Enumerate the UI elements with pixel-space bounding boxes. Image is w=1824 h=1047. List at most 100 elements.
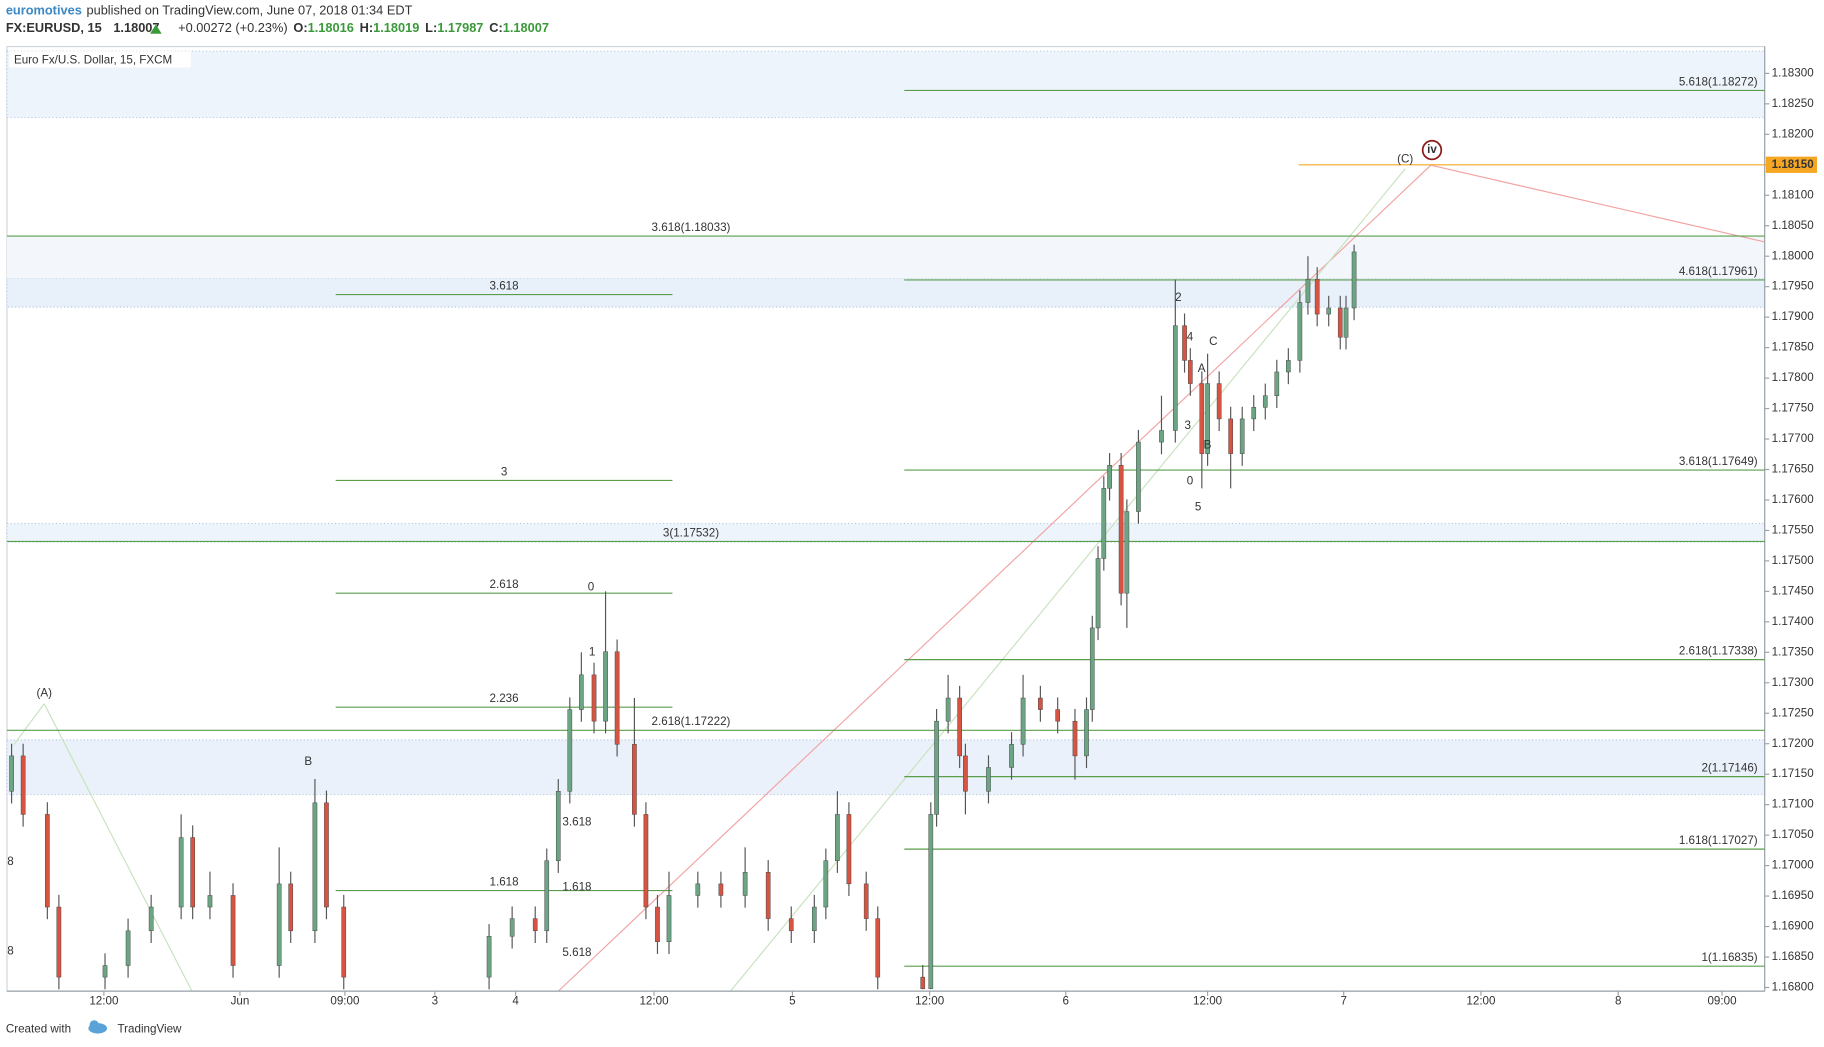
fib-level-label: 1.618 [490,876,519,889]
wave-label: 5.618 [562,946,591,959]
tradingview-logo[interactable]: TradingView [88,1020,182,1036]
candle-body [811,906,817,932]
candle-body [1286,360,1291,373]
quote-line: FX:EURUSD, 15 1.18007 +0.00272 (+0.23%) O:1… [6,20,549,35]
candle-body [718,883,724,896]
wave-label: 3.618 [562,816,591,829]
high-value: 1.18019 [373,20,419,35]
wave-label: 8 [7,855,13,868]
candle-body [1009,744,1014,768]
candle-body [666,895,672,943]
candle-body [1239,418,1245,454]
candle-body [1172,325,1178,431]
y-tick-label: 1.17350 [1772,645,1815,658]
x-tick-label: Jun [231,995,250,1008]
y-tick-label: 1.18000 [1772,249,1815,262]
x-tick-label: 09:00 [1707,995,1737,1008]
candle-body [1343,307,1349,338]
candle-body [1199,383,1205,454]
footer-brand[interactable]: TradingView [117,1023,182,1036]
price-tag [1765,156,1818,173]
candle-body [1216,383,1222,420]
candle-body [1314,279,1320,315]
wave-label: iv [1427,143,1437,156]
header-line: euromotives published on TradingView.com,… [6,3,413,18]
y-tick-label: 1.17800 [1772,371,1815,384]
price-tag-label: 1.18150 [1772,158,1814,171]
candle-body [846,814,852,885]
zone [6,236,1765,279]
candle-body [555,791,561,861]
candle-body [1305,279,1311,303]
candle-body [695,883,701,896]
x-tick-label: 12:00 [1466,995,1496,1008]
candle-body [1351,251,1357,309]
candle-body [288,883,294,932]
y-tick-label: 1.17950 [1772,280,1815,293]
published: published on TradingView.com, June 07, 2… [86,3,412,18]
y-tick-label: 1.17150 [1772,767,1815,780]
zone [6,277,1766,308]
y-tick-label: 1.18050 [1772,219,1815,232]
candle-body [1055,709,1061,722]
candle-body [125,930,131,966]
trend-line [43,703,193,992]
candle-body [532,918,538,932]
fib-level-label: 5.618(1.18272) [1679,75,1758,88]
wave-label: B [304,755,312,768]
trend-line [730,168,1406,992]
trend-lines [13,164,1765,992]
candle-body [1084,709,1089,757]
y-tick-label: 1.17300 [1772,676,1815,689]
candle-body [230,895,236,966]
candle-body [341,906,347,978]
candle-body [45,814,50,908]
candle-body [1182,325,1187,361]
candle-body [1251,407,1257,420]
candle-body [20,755,26,815]
candle-body [1038,697,1043,710]
legend-box [9,51,191,68]
fib-level-label: 2.618(1.17338) [1679,645,1758,658]
candle-body [643,814,649,908]
trend-line [557,164,1432,992]
candle-body [591,674,597,722]
candle-body [920,976,926,989]
low-value: 1.17987 [437,20,483,35]
high-label: H: [360,20,374,35]
y-tick-label: 1.18250 [1772,97,1815,110]
wave-label: B [1204,439,1212,452]
fib-level-label: 3.618(1.17649) [1679,455,1758,468]
up-arrow [150,24,162,34]
candle-body [579,674,584,710]
author[interactable]: euromotives [6,3,82,18]
candle-body [957,697,962,757]
x-tick-label: 8 [1615,995,1621,1008]
x-tick-label: 12:00 [639,995,669,1008]
y-tick-label: 1.17500 [1772,554,1815,567]
wave-circle [1421,139,1443,161]
candle-body [9,755,14,792]
x-tick-label: 12:00 [1193,995,1223,1008]
x-tick-label: 6 [1063,995,1069,1008]
logo-cloud [89,1020,99,1030]
fib-level-label: 3(1.17532) [663,526,719,539]
y-tick-label: 1.17600 [1772,493,1815,506]
candle-body [1107,464,1112,489]
candle-body [207,895,213,908]
y-tick-label: 1.17200 [1772,737,1815,750]
candle-body [102,965,108,978]
trend-line [13,703,45,745]
y-tick-label: 1.17050 [1772,828,1815,841]
candle-body [945,697,951,722]
fib-level-label: 1(1.16835) [1701,951,1757,964]
close-label: C: [489,20,503,35]
candle-body [788,918,794,932]
candle-body [544,860,550,932]
y-tick-label: 1.17400 [1772,615,1815,628]
candle-body [742,872,748,896]
wave-label: 3 [1184,419,1190,432]
candle-body [765,872,771,919]
candle-body [928,814,934,989]
fib-level-label: 2.618 [490,578,519,591]
